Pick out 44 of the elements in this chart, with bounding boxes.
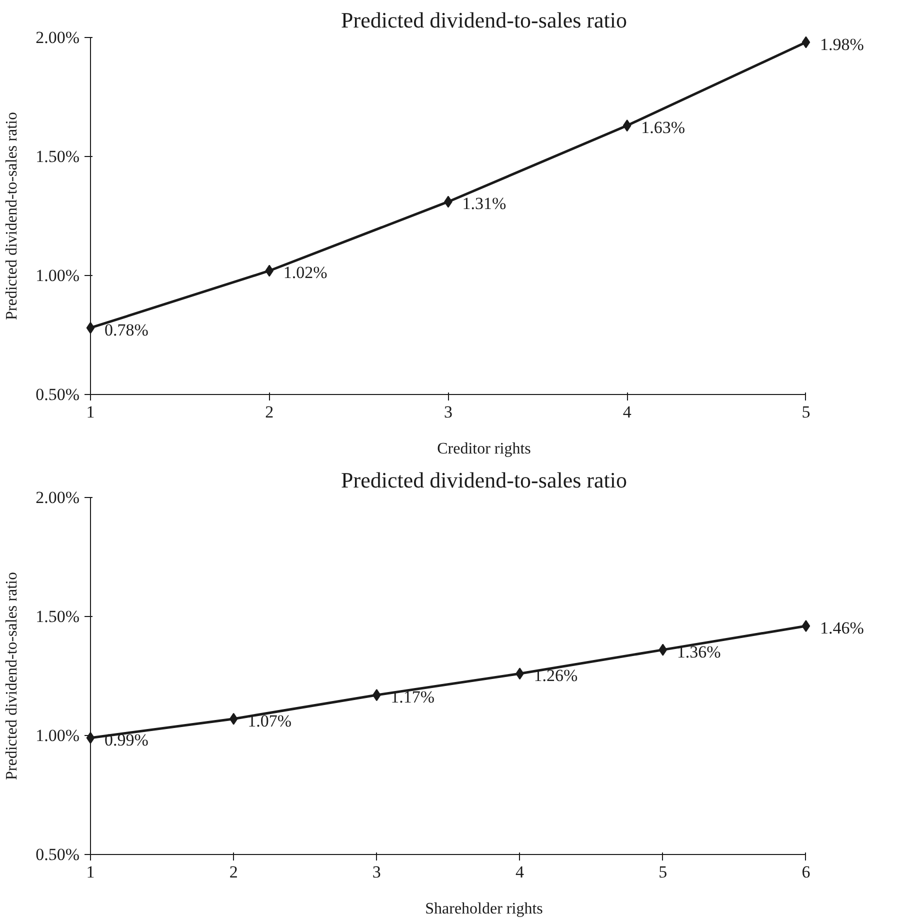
x-tick-label: 6 [802, 862, 810, 882]
x-tick-label: 5 [658, 862, 668, 882]
data-label: 1.63% [641, 118, 686, 138]
x-tick-label: 3 [444, 402, 452, 422]
x-axis-title: Creditor rights [437, 440, 531, 458]
data-label: 1.31% [462, 194, 506, 214]
data-label: 1.07% [248, 711, 292, 730]
data-label: 1.17% [390, 688, 435, 707]
y-tick-label: 1.00% [36, 266, 80, 285]
data-label: 1.46% [820, 618, 864, 638]
data-label: 0.78% [104, 320, 148, 340]
x-tick-label: 3 [372, 862, 381, 882]
data-label: 1.26% [534, 666, 578, 686]
data-label: 1.98% [820, 34, 864, 54]
x-tick-label: 5 [802, 402, 810, 422]
y-axis-title: Predicted dividend-to-sales ratio [4, 112, 21, 320]
x-tick-label: 1 [86, 402, 95, 422]
data-label: 0.99% [104, 730, 148, 750]
point [229, 712, 238, 725]
x-tick-label: 1 [86, 862, 95, 882]
y-axis-title: Predicted dividend-to-sales ratio [4, 572, 21, 780]
data-label: 1.02% [283, 263, 328, 282]
point [86, 322, 95, 334]
point [658, 644, 668, 656]
y-tick-label: 2.00% [36, 488, 80, 507]
y-tick-label: 2.00% [36, 28, 80, 47]
y-tick-label: 0.50% [36, 845, 80, 864]
y-tick-label: 1.50% [36, 607, 80, 626]
point [86, 732, 95, 744]
x-tick-label: 4 [516, 862, 525, 882]
point [802, 620, 810, 632]
x-axis-title: Shareholder rights [425, 900, 543, 918]
y-tick-label: 1.00% [36, 726, 80, 745]
point [802, 36, 810, 48]
data-label: 1.36% [676, 642, 721, 662]
y-tick-label: 0.50% [36, 385, 80, 404]
point [622, 120, 632, 132]
x-tick-label: 2 [265, 402, 274, 422]
point [265, 264, 274, 277]
y-tick-label: 1.50% [36, 147, 80, 166]
chart-title: Predicted dividend-to-sales ratio [341, 8, 627, 32]
x-tick-label: 4 [622, 402, 632, 422]
chart-title: Predicted dividend-to-sales ratio [341, 468, 627, 492]
x-tick-label: 2 [229, 862, 238, 882]
